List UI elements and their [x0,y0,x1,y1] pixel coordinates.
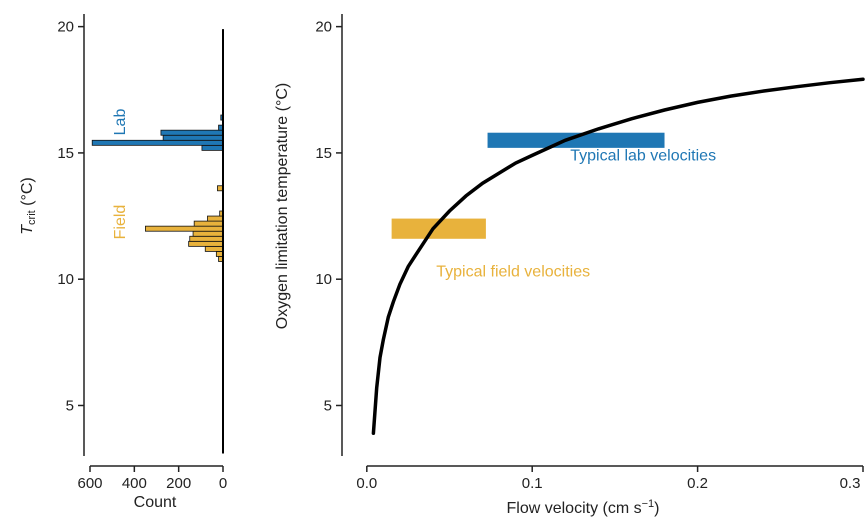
lab-label: Lab [112,109,129,136]
histogram-bar-lab [162,134,224,141]
histogram-y-tick-label: 10 [57,271,74,288]
line-x-ticks: 0.0 0.1 0.2 0.3 [356,466,864,492]
velocity-band [391,218,486,239]
histogram-bar-field [145,225,224,232]
line-x-tick-label: 0.1 [522,475,543,492]
line-y-tick-label: 20 [315,19,332,36]
line-x-tick-label: 0.3 [840,475,861,492]
histogram-y-ticks: 5 10 15 20 [57,19,84,414]
line-y-tick-label: 5 [324,397,332,414]
histogram-x-tick-label: 400 [122,475,147,492]
velocity-band-labels: Typical lab velocities Typical field velo… [436,147,716,280]
histogram-x-tick-label: 600 [77,475,102,492]
histogram-y-label: Tcrit (°C) [19,177,38,235]
histogram-bar-lab [201,144,224,151]
field-label: Field [112,205,129,240]
histogram-bar-field [192,230,224,237]
histogram-y-label-unit: (°C) [19,177,36,210]
histogram-x-ticks: 600 400 200 0 [77,466,227,492]
line-y-ticks: 5 10 15 20 [315,19,342,414]
histogram-y-tick-label: 5 [66,397,74,414]
velocity-bands [391,132,665,239]
oxygen-limitation-curve [371,77,865,436]
line-x-label-end: ) [654,500,659,517]
line-x-label: Flow velocity (cm s−1) [507,498,660,517]
histogram-bar-field [188,240,224,247]
histogram-y-tick-label: 15 [57,145,74,162]
line-panel: 5 10 15 20 0.0 0.1 0.2 0.3 Typical lab velocit… [274,14,865,517]
histogram-bar-field [207,215,224,222]
histogram-bar-field [193,220,224,227]
velocity-band-label: Typical field velocities [436,264,590,281]
histogram-bar-field [189,235,224,242]
histogram-x-tick-label: 200 [166,475,191,492]
line-x-tick-label: 0.0 [356,475,377,492]
histogram-bar-lab [91,139,224,146]
line-y-tick-label: 10 [315,271,332,288]
histogram-x-tick-label: 0 [219,475,227,492]
line-x-label-sup: −1 [642,498,655,510]
velocity-band [487,132,665,148]
line-y-label: Oxygen limitation temperature (°C) [274,83,291,329]
histogram-bar-lab [160,129,224,136]
line-y-tick-label: 15 [315,145,332,162]
line-x-label-main: Flow velocity (cm s [507,500,642,517]
histogram-y-tick-label: 20 [57,19,74,36]
histogram-bar-field [204,245,224,252]
velocity-band-label: Typical lab velocities [570,147,716,164]
histogram-x-label: Count [134,494,177,511]
line-x-tick-label: 0.2 [687,475,708,492]
histogram-y-label-main: T [19,224,36,235]
histogram-y-label-sub: crit [26,210,38,225]
